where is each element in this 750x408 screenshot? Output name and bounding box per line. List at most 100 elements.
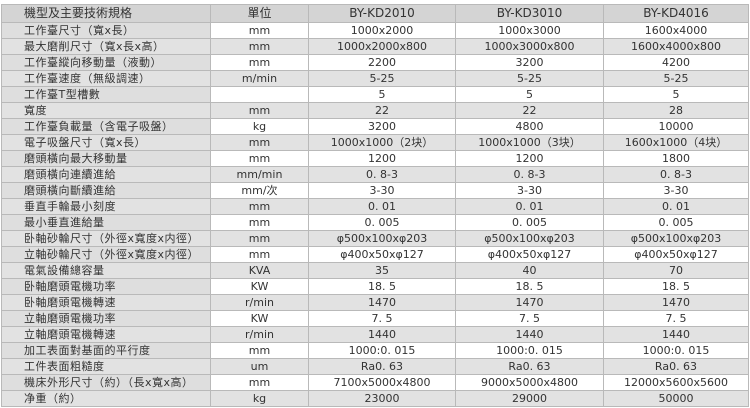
- unit-cell: [210, 86, 309, 103]
- value-cell: φ500x100xφ203: [603, 230, 749, 247]
- table-row: 立軸磨頭電機轉速 r/min 1440 1440 1440: [1, 326, 749, 343]
- table-row: 净重（約） kg 23000 29000 50000: [1, 390, 749, 407]
- spec-name-cell: 工作臺縱向移動量（液動）: [1, 54, 211, 71]
- value-cell: 1000x2000: [308, 22, 456, 39]
- value-cell: 29000: [455, 390, 604, 407]
- value-cell: 35: [308, 262, 456, 279]
- value-cell: 0. 01: [603, 198, 749, 215]
- header-model: BY-KD4016: [603, 4, 749, 23]
- unit-cell: mm: [210, 198, 309, 215]
- spec-name-cell: 磨頭橫向最大移動量: [1, 150, 211, 167]
- unit-cell: mm/次: [210, 182, 309, 199]
- value-cell: 0. 005: [308, 214, 456, 231]
- value-cell: 50000: [603, 390, 749, 407]
- header-spec: 機型及主要技術規格: [1, 4, 211, 23]
- value-cell: 0. 005: [603, 214, 749, 231]
- value-cell: 2200: [308, 54, 456, 71]
- value-cell: 7. 5: [308, 310, 456, 327]
- table-row: 工作臺T型槽數 5 5 5: [1, 86, 749, 103]
- value-cell: 3-30: [455, 182, 604, 199]
- unit-cell: mm: [210, 102, 309, 119]
- value-cell: 3-30: [308, 182, 456, 199]
- table-row: 磨頭橫向最大移動量 mm 1200 1200 1800: [1, 150, 749, 167]
- value-cell: 9000x5000x4800: [455, 374, 604, 391]
- unit-cell: kg: [210, 390, 309, 407]
- spec-name-cell: 工作臺尺寸（寬x長）: [1, 22, 211, 39]
- value-cell: 3-30: [603, 182, 749, 199]
- spec-table: 機型及主要技術規格 單位 BY-KD2010 BY-KD3010 BY-KD40…: [1, 4, 749, 407]
- value-cell: φ400x50xφ127: [308, 246, 456, 263]
- value-cell: 28: [603, 102, 749, 119]
- unit-cell: mm/min: [210, 166, 309, 183]
- spec-name-cell: 净重（約）: [1, 390, 211, 407]
- table-row: 卧軸磨頭電機轉速 r/min 1470 1470 1470: [1, 294, 749, 311]
- value-cell: 1440: [455, 326, 604, 343]
- spec-name-cell: 加工表面對基面的平行度: [1, 342, 211, 359]
- unit-cell: KW: [210, 310, 309, 327]
- value-cell: 1470: [455, 294, 604, 311]
- table-row: 最小垂直進給量 mm 0. 005 0. 005 0. 005: [1, 214, 749, 231]
- value-cell: 40: [455, 262, 604, 279]
- value-cell: 10000: [603, 118, 749, 135]
- value-cell: 0. 01: [308, 198, 456, 215]
- spec-name-cell: 工作臺速度（無級調速）: [1, 70, 211, 87]
- spec-name-cell: 卧軸磨頭電機轉速: [1, 294, 211, 311]
- table-row: 寬度 mm 22 22 28: [1, 102, 749, 119]
- value-cell: 7100x5000x4800: [308, 374, 456, 391]
- spec-name-cell: 最小垂直進給量: [1, 214, 211, 231]
- value-cell: 3200: [455, 54, 604, 71]
- header-row: 機型及主要技術規格 單位 BY-KD2010 BY-KD3010 BY-KD40…: [1, 4, 749, 23]
- table-row: 機床外形尺寸（約）（長x寬x高） mm 7100x5000x4800 9000x500…: [1, 374, 749, 391]
- value-cell: 18. 5: [308, 278, 456, 295]
- value-cell: 1440: [603, 326, 749, 343]
- value-cell: 12000x5600x5600: [603, 374, 749, 391]
- unit-cell: r/min: [210, 326, 309, 343]
- value-cell: 0. 01: [455, 198, 604, 215]
- unit-cell: r/min: [210, 294, 309, 311]
- value-cell: 5: [308, 86, 456, 103]
- value-cell: 0. 8-3: [455, 166, 604, 183]
- value-cell: 7. 5: [455, 310, 604, 327]
- value-cell: Ra0. 63: [455, 358, 604, 375]
- table-row: 磨頭橫向連續進給 mm/min 0. 8-3 0. 8-3 0. 8-3: [1, 166, 749, 183]
- unit-cell: kg: [210, 118, 309, 135]
- value-cell: 1000:0. 015: [455, 342, 604, 359]
- value-cell: 22: [455, 102, 604, 119]
- spec-name-cell: 立軸磨頭電機轉速: [1, 326, 211, 343]
- unit-cell: m/min: [210, 70, 309, 87]
- unit-cell: mm: [210, 230, 309, 247]
- table-row: 工作臺尺寸（寬x長） mm 1000x2000 1000x3000 1600x4000: [1, 22, 749, 39]
- unit-cell: mm: [210, 150, 309, 167]
- table-row: 立軸磨頭電機功率 KW 7. 5 7. 5 7. 5: [1, 310, 749, 327]
- value-cell: φ500x100xφ203: [308, 230, 456, 247]
- value-cell: 22: [308, 102, 456, 119]
- value-cell: φ500x100xφ203: [455, 230, 604, 247]
- value-cell: 1000:0. 015: [603, 342, 749, 359]
- spec-name-cell: 工件表面粗糙度: [1, 358, 211, 375]
- spec-name-cell: 卧軸砂輪尺寸（外徑x寬度x内徑）: [1, 230, 211, 247]
- value-cell: 1470: [603, 294, 749, 311]
- value-cell: 18. 5: [455, 278, 604, 295]
- spec-name-cell: 垂直手輪最小刻度: [1, 198, 211, 215]
- table-row: 工作臺縱向移動量（液動） mm 2200 3200 4200: [1, 54, 749, 71]
- value-cell: 23000: [308, 390, 456, 407]
- table-row: 磨頭橫向斷續進給 mm/次 3-30 3-30 3-30: [1, 182, 749, 199]
- unit-cell: um: [210, 358, 309, 375]
- header-model: BY-KD3010: [455, 4, 604, 23]
- unit-cell: mm: [210, 342, 309, 359]
- table-row: 電氣設備總容量 KVA 35 40 70: [1, 262, 749, 279]
- value-cell: 1800: [603, 150, 749, 167]
- table-row: 最大磨削尺寸（寬x長x高） mm 1000x2000x800 1000x3000x80…: [1, 38, 749, 55]
- value-cell: 0. 8-3: [603, 166, 749, 183]
- value-cell: 3200: [308, 118, 456, 135]
- spec-name-cell: 機床外形尺寸（約）（長x寬x高）: [1, 374, 211, 391]
- value-cell: 1000x3000: [455, 22, 604, 39]
- value-cell: 70: [603, 262, 749, 279]
- spec-name-cell: 電氣設備總容量: [1, 262, 211, 279]
- spec-name-cell: 工作臺T型槽數: [1, 86, 211, 103]
- unit-cell: mm: [210, 54, 309, 71]
- value-cell: 18. 5: [603, 278, 749, 295]
- table-row: 立軸砂輪尺寸（外徑x寬度x内徑） mm φ400x50xφ127 φ400x50xφ1…: [1, 246, 749, 263]
- value-cell: 1600x4000x800: [603, 38, 749, 55]
- value-cell: 1000x1000（3块）: [455, 134, 604, 151]
